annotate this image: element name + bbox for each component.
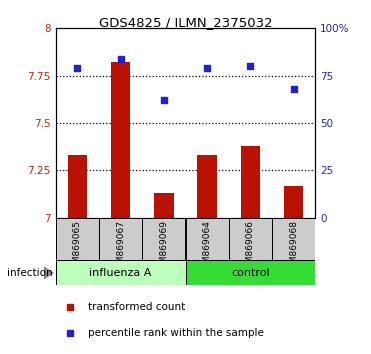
Bar <box>186 260 315 285</box>
Text: GDS4825 / ILMN_2375032: GDS4825 / ILMN_2375032 <box>99 16 272 29</box>
Point <box>74 65 80 71</box>
Text: GSM869069: GSM869069 <box>160 220 168 275</box>
Point <box>247 63 253 69</box>
Bar <box>154 193 174 218</box>
Text: transformed count: transformed count <box>88 302 185 313</box>
Text: percentile rank within the sample: percentile rank within the sample <box>88 328 264 338</box>
Bar <box>229 218 272 260</box>
Point <box>204 65 210 71</box>
Text: GSM869067: GSM869067 <box>116 220 125 275</box>
Text: control: control <box>231 268 270 278</box>
Point <box>118 56 124 62</box>
Point <box>161 97 167 103</box>
Bar <box>68 155 87 218</box>
Bar <box>56 218 99 260</box>
Bar <box>99 218 142 260</box>
Bar <box>111 62 130 218</box>
Text: infection: infection <box>7 268 53 278</box>
Bar <box>272 218 315 260</box>
Text: GSM869066: GSM869066 <box>246 220 255 275</box>
Text: GSM869064: GSM869064 <box>203 220 211 275</box>
Text: GSM869068: GSM869068 <box>289 220 298 275</box>
Bar <box>241 146 260 218</box>
Bar <box>186 218 229 260</box>
Bar <box>197 155 217 218</box>
Bar <box>284 185 303 218</box>
Bar <box>56 260 186 285</box>
Polygon shape <box>44 266 54 280</box>
Bar <box>142 218 186 260</box>
Text: influenza A: influenza A <box>89 268 152 278</box>
Point <box>291 86 297 92</box>
Text: GSM869065: GSM869065 <box>73 220 82 275</box>
